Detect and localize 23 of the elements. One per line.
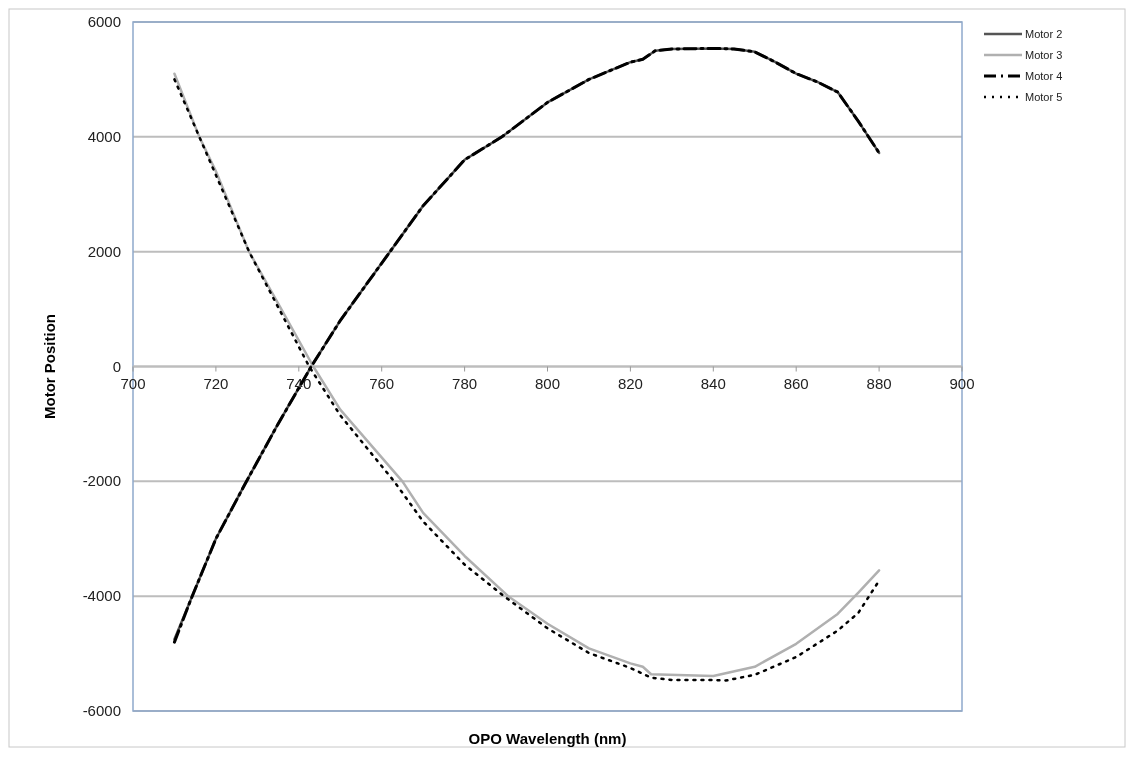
x-axis-title: OPO Wavelength (nm) xyxy=(468,730,627,747)
y-axis-title: Motor Position xyxy=(41,314,58,419)
legend-label: Motor 3 xyxy=(1025,49,1063,61)
x-tick-label: 820 xyxy=(617,374,643,392)
x-tick-label: 760 xyxy=(369,374,395,392)
y-tick-label: 2000 xyxy=(87,242,121,260)
x-tick-label: 840 xyxy=(700,374,726,392)
y-tick-label: -2000 xyxy=(82,472,121,490)
x-tick-label: 900 xyxy=(949,374,975,392)
x-tick-label: 860 xyxy=(783,374,809,392)
y-tick-label: 4000 xyxy=(87,127,121,145)
legend-label: Motor 2 xyxy=(1025,28,1063,40)
x-tick-label: 800 xyxy=(534,374,561,392)
x-tick-label: 880 xyxy=(866,374,892,392)
x-tick-label: 720 xyxy=(203,374,229,392)
y-tick-label: 0 xyxy=(112,357,121,375)
legend-label: Motor 5 xyxy=(1025,91,1063,103)
x-tick-label: 780 xyxy=(452,374,478,392)
y-tick-label: -6000 xyxy=(82,702,121,719)
y-tick-label: -4000 xyxy=(82,587,121,605)
y-tick-label: 6000 xyxy=(87,13,121,30)
x-tick-label: 700 xyxy=(120,374,146,392)
legend-label: Motor 4 xyxy=(1025,70,1063,82)
